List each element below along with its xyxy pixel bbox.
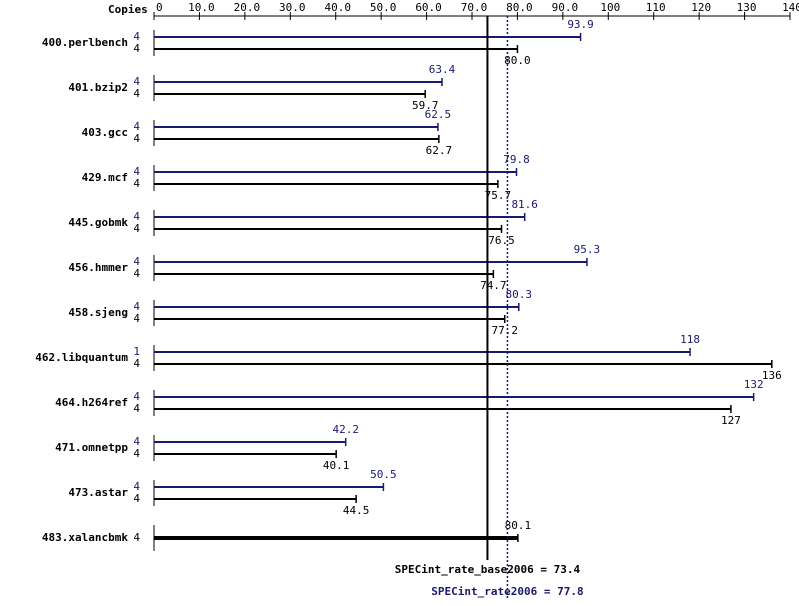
value-label: 80.3 [506, 288, 533, 301]
benchmark-label: 429.mcf [82, 171, 128, 184]
x-tick-label: 90.0 [552, 1, 579, 14]
x-tick-label: 110 [646, 1, 666, 14]
benchmark-label: 464.h264ref [55, 396, 128, 409]
reference-label: SPECint_rate_base2006 = 73.4 [395, 563, 581, 576]
benchmark-label: 445.gobmk [68, 216, 128, 229]
copies-label: 4 [133, 132, 140, 145]
value-label: 132 [744, 378, 764, 391]
copies-label: 4 [133, 312, 140, 325]
copies-header: Copies [108, 3, 148, 16]
copies-label: 4 [133, 531, 140, 544]
copies-label: 4 [133, 300, 140, 313]
benchmark-label: 473.astar [68, 486, 128, 499]
x-tick-label: 60.0 [415, 1, 442, 14]
value-label: 81.6 [511, 198, 538, 211]
value-label: 40.1 [323, 459, 350, 472]
benchmark-label: 400.perlbench [42, 36, 128, 49]
x-tick-label: 70.0 [461, 1, 488, 14]
copies-label: 4 [133, 390, 140, 403]
value-label: 93.9 [567, 18, 594, 31]
copies-label: 4 [133, 30, 140, 43]
x-tick-label: 140 [782, 1, 799, 14]
copies-label: 4 [133, 165, 140, 178]
x-tick-label: 30.0 [279, 1, 306, 14]
x-tick-label: 130 [737, 1, 757, 14]
value-label: 77.2 [491, 324, 518, 337]
copies-label: 4 [133, 492, 140, 505]
value-label: 59.7 [412, 99, 439, 112]
copies-label: 4 [133, 120, 140, 133]
benchmark-label: 458.sjeng [68, 306, 128, 319]
x-tick-label: 10.0 [188, 1, 215, 14]
copies-label: 4 [133, 435, 140, 448]
value-label: 136 [762, 369, 782, 382]
x-tick-label: 20.0 [234, 1, 261, 14]
copies-label: 4 [133, 402, 140, 415]
benchmark-label: 403.gcc [82, 126, 128, 139]
x-tick-label: 50.0 [370, 1, 397, 14]
value-label: 79.8 [503, 153, 530, 166]
reference-label: SPECint_rate2006 = 77.8 [431, 585, 583, 598]
value-label: 80.0 [504, 54, 531, 67]
value-label: 75.7 [485, 189, 512, 202]
copies-label: 4 [133, 267, 140, 280]
value-label: 127 [721, 414, 741, 427]
value-label: 118 [680, 333, 700, 346]
x-tick-label: 100 [600, 1, 620, 14]
copies-label: 4 [133, 210, 140, 223]
x-tick-label: 0 [156, 1, 163, 14]
benchmark-label: 483.xalancbmk [42, 531, 128, 544]
copies-label: 4 [133, 75, 140, 88]
benchmark-label: 462.libquantum [35, 351, 128, 364]
copies-label: 4 [133, 42, 140, 55]
value-label: 95.3 [574, 243, 601, 256]
value-label: 44.5 [343, 504, 370, 517]
benchmark-label: 456.hmmer [68, 261, 128, 274]
value-label: 74.7 [480, 279, 507, 292]
copies-label: 1 [133, 345, 140, 358]
copies-label: 4 [133, 222, 140, 235]
benchmark-label: 401.bzip2 [68, 81, 128, 94]
value-label: 63.4 [429, 63, 456, 76]
x-tick-label: 120 [691, 1, 711, 14]
x-tick-label: 40.0 [324, 1, 351, 14]
copies-label: 4 [133, 87, 140, 100]
copies-label: 4 [133, 357, 140, 370]
benchmark-label: 471.omnetpp [55, 441, 128, 454]
copies-label: 4 [133, 177, 140, 190]
copies-label: 4 [133, 255, 140, 268]
value-label: 62.7 [426, 144, 453, 157]
x-tick-label: 80.0 [506, 1, 533, 14]
value-label: 50.5 [370, 468, 397, 481]
copies-label: 4 [133, 480, 140, 493]
value-label: 42.2 [332, 423, 359, 436]
copies-label: 4 [133, 447, 140, 460]
value-label: 62.5 [425, 108, 452, 121]
value-label: 76.5 [488, 234, 515, 247]
value-label: 80.1 [505, 519, 532, 532]
